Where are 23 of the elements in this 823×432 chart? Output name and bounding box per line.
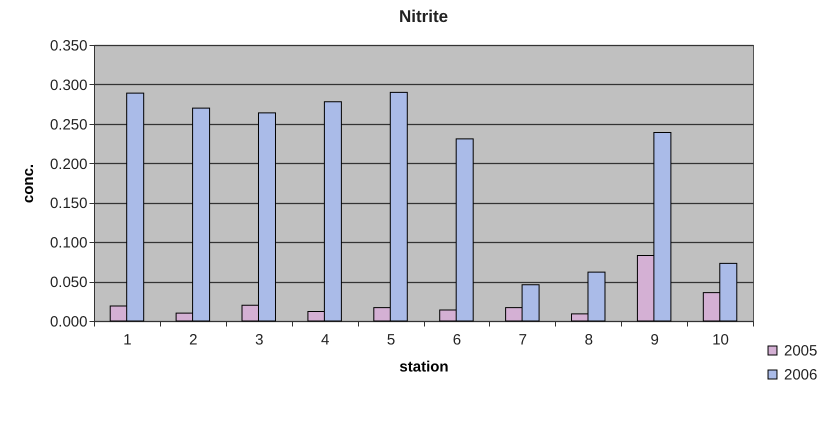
x-tick-label: 9 <box>650 332 659 348</box>
y-tick-label: 0.050 <box>50 274 88 292</box>
x-tick-label: 1 <box>123 332 132 348</box>
y-tick-label: 0.100 <box>50 234 88 252</box>
legend-label: 2005 <box>784 342 818 360</box>
y-tick-label: 0.000 <box>50 314 88 330</box>
x-tick-label: 8 <box>584 332 593 348</box>
y-axis-title: conc. <box>20 164 37 204</box>
x-tick-label: 3 <box>255 332 264 348</box>
chart-title: Nitrite <box>398 7 448 26</box>
y-tick-label: 0.200 <box>50 156 88 173</box>
y-tick-label: 0.150 <box>50 195 88 212</box>
x-tick-label: 10 <box>712 332 729 348</box>
x-tick-label: 7 <box>518 332 528 348</box>
y-tick-label: 0.350 <box>50 38 88 54</box>
x-tick-label: 6 <box>452 332 462 348</box>
x-axis-title: station <box>399 358 449 376</box>
x-tick-label: 2 <box>189 332 198 348</box>
x-tick-label: 4 <box>320 332 330 348</box>
x-tick-label: 5 <box>386 332 396 348</box>
legend-label: 2006 <box>784 366 818 384</box>
y-tick-label: 0.250 <box>50 116 88 134</box>
y-tick-label: 0.300 <box>50 76 88 94</box>
